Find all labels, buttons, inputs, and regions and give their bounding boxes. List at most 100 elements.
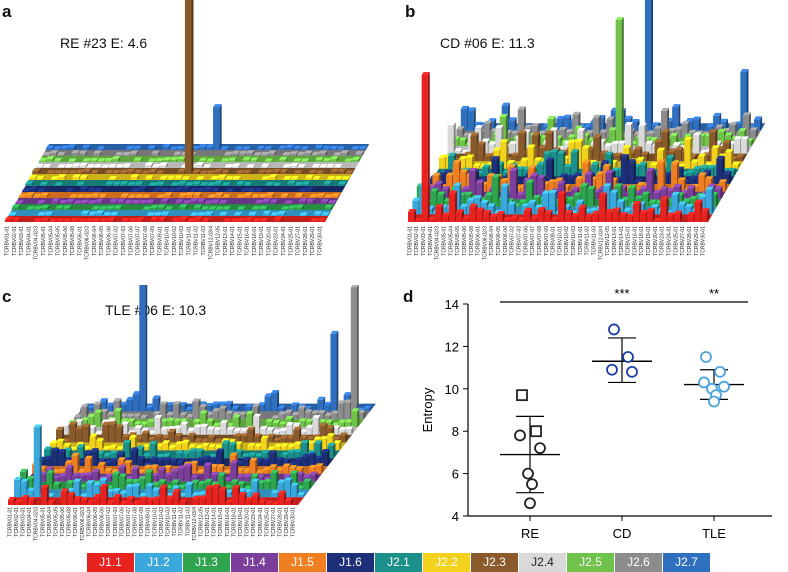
bar-top: [531, 132, 540, 136]
bar-TCRBV03-01-J1.3: [430, 191, 437, 207]
bar-top: [282, 164, 292, 168]
bar-TCRBV23-01-J1.4: [284, 203, 291, 204]
bar-TCRBV04-02/3-J2.7: [106, 405, 113, 412]
bar-top: [556, 116, 565, 120]
bar-TCRBV05-08-J1.6: [491, 159, 498, 184]
panel-b-3d-bar-chart: TCRBV01-01 TCRBV02-01 TCRBV03-01 TCRBV04-01…: [407, 0, 766, 260]
bar-top: [294, 448, 303, 452]
bar-TCRBV06-01-J1.4: [87, 203, 95, 204]
bar-top: [172, 485, 181, 489]
bar-TCRBV30-01-J2.1: [338, 184, 345, 186]
bar-TCRBV14-01-J2.2: [254, 446, 261, 451]
bar-TCRBV07-06-J2.4: [159, 165, 166, 168]
v-gene-tick-label: TCRBV07-06: [119, 507, 125, 537]
bar-side: [318, 163, 321, 168]
bar-TCRBV13-01-J1.1: [205, 488, 212, 505]
v-gene-tick-label: TCRBV24-01: [258, 507, 264, 537]
bar-side: [251, 217, 254, 222]
bar-top: [325, 419, 333, 423]
bar-TCRBV04-01-J1.5: [51, 472, 58, 474]
bar-top: [119, 490, 128, 494]
bar-top: [656, 147, 666, 151]
bar-side: [151, 162, 154, 168]
bar-side: [357, 145, 360, 150]
bar-top: [279, 156, 288, 160]
bar-top: [622, 144, 632, 148]
bar-side: [141, 181, 144, 186]
bar-top: [156, 454, 164, 458]
bar-top: [77, 218, 87, 222]
bar-top: [206, 170, 216, 174]
bar-TCRBV05-01-J1.5: [459, 172, 466, 192]
bar-top: [198, 491, 207, 495]
bar-top: [536, 161, 545, 165]
bar-top: [604, 143, 613, 147]
bar-TCRBV04-02/3-J1.1: [435, 207, 442, 222]
bar-top: [193, 204, 203, 208]
bar-side: [229, 206, 232, 210]
panel-c-3d-bar-chart: TCRBV01-01 TCRBV02-01 TCRBV03-01 TCRBV04-01…: [7, 285, 376, 541]
bar-top: [42, 163, 52, 167]
bar-TCRBV02-01-J1.2: [20, 481, 27, 498]
bar-top: [87, 499, 96, 503]
bar-top: [651, 204, 660, 208]
bar-side: [358, 156, 361, 162]
bar-TCRBV09-01-J2.6: [599, 132, 606, 139]
bar-side: [333, 442, 336, 459]
bar-TCRBV11-03-J2.1: [221, 443, 228, 459]
bar-top: [153, 496, 161, 500]
v-gene-tick-label: TCRBV23-01: [274, 226, 280, 256]
bar-top: [571, 186, 580, 190]
bar-TCRBV12-03/4-J1.4: [218, 203, 226, 204]
bar-top: [138, 186, 147, 190]
bar-top: [233, 433, 242, 437]
bar-TCRBV29-01-J1.5: [324, 197, 331, 198]
bar-TCRBV05-05-J1.1: [455, 212, 462, 222]
bar-TCRBV12-05-J1.5: [223, 472, 230, 474]
v-gene-tick-label: TCRBV06-01: [77, 226, 83, 256]
bar-top: [126, 413, 135, 417]
bar-top: [93, 401, 102, 405]
v-gene-tick-label: TCRBV10-03: [571, 226, 577, 256]
bar-TCRBV04-01-J2.7: [99, 401, 106, 412]
bar-TCRBV05-05-J1.1: [55, 221, 63, 222]
bar-top: [251, 492, 260, 496]
bar-top: [201, 438, 209, 442]
bar-TCRBV25-01-J2.5: [322, 160, 330, 162]
bar-top: [468, 167, 478, 171]
bar-TCRBV06-01-J1.1: [77, 221, 85, 222]
bar-TCRBV02-01-J2.2: [56, 441, 63, 451]
bar-top: [610, 189, 619, 193]
bar-TCRBV16-01-J2.1: [265, 184, 272, 186]
bar-TCRBV07-09-J2.6: [205, 414, 212, 420]
bar-TCRBV07-06-J1.6: [545, 160, 553, 184]
bar-top: [20, 468, 28, 472]
bar-top: [178, 484, 187, 488]
bar-top: [238, 488, 247, 492]
bar-side: [79, 200, 82, 204]
bar-top: [225, 499, 234, 503]
bar-TCRBV01-01-J2.4: [447, 125, 454, 154]
bar-top: [53, 146, 62, 150]
bar-top: [476, 207, 485, 211]
bar-TCRBV24-01-J1.1: [667, 215, 674, 222]
bar-top: [46, 470, 55, 474]
bar-TCRBV06-06-J1.4: [516, 194, 523, 200]
bar-top: [660, 196, 669, 200]
bar-TCRBV09-01-J2.3: [184, 0, 192, 174]
bar-top: [115, 164, 125, 168]
bar-TCRBV07-03-J1.1: [121, 221, 128, 222]
bar-top: [608, 127, 617, 131]
bar-top: [285, 144, 295, 148]
bar-top: [71, 163, 81, 167]
bar-top: [251, 193, 260, 197]
bar-TCRBV07-02-J1.4: [124, 202, 131, 204]
bar-side: [105, 193, 108, 198]
group-CD: [592, 323, 652, 384]
bar-side: [264, 499, 267, 505]
panel-c-bars: [8, 285, 376, 505]
bar-TCRBV06-02/3-J2.4: [134, 428, 141, 435]
panel-c-v-gene-labels: TCRBV01-01 TCRBV02-01 TCRBV03-01 TCRBV04-01…: [7, 507, 296, 541]
bar-TCRBV07-08-J2.1: [563, 166, 571, 177]
bar-TCRBV07-07-J2.3: [174, 436, 181, 443]
